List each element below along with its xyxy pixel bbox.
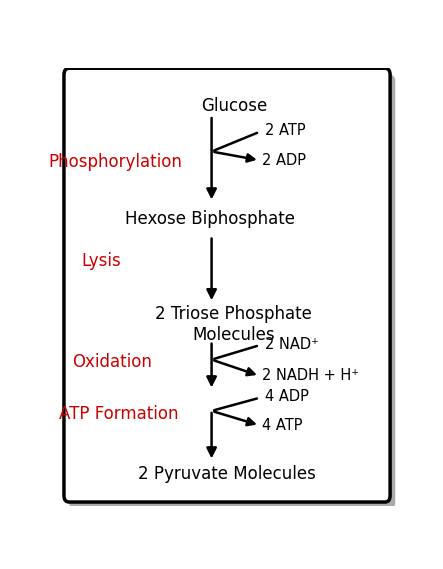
Text: ATP Formation: ATP Formation — [59, 405, 179, 423]
Text: Lysis: Lysis — [82, 252, 121, 270]
Text: 4 ATP: 4 ATP — [262, 418, 303, 433]
Text: 2 NAD⁺: 2 NAD⁺ — [265, 337, 319, 352]
Text: Hexose Biphosphate: Hexose Biphosphate — [125, 211, 295, 228]
FancyBboxPatch shape — [64, 68, 390, 502]
FancyBboxPatch shape — [69, 75, 395, 509]
Text: 4 ADP: 4 ADP — [265, 389, 309, 405]
Text: Glucose: Glucose — [201, 97, 267, 114]
Text: Oxidation: Oxidation — [72, 353, 152, 371]
Text: Phosphorylation: Phosphorylation — [49, 154, 183, 171]
Text: 2 NADH + H⁺: 2 NADH + H⁺ — [262, 368, 359, 384]
Text: 2 Pyruvate Molecules: 2 Pyruvate Molecules — [138, 464, 316, 483]
Text: 2 ADP: 2 ADP — [262, 153, 306, 168]
Text: 2 Triose Phosphate
Molecules: 2 Triose Phosphate Molecules — [155, 305, 312, 344]
Text: 2 ATP: 2 ATP — [265, 123, 305, 138]
